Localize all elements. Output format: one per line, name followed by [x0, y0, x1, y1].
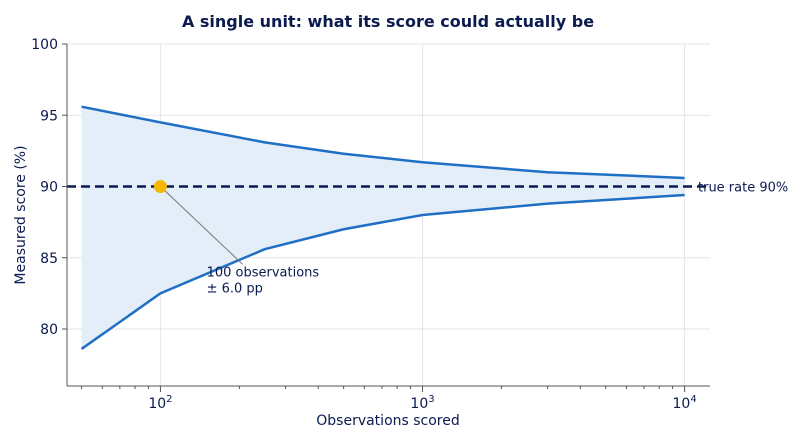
y-tick-label: 90	[40, 180, 58, 196]
y-axis-label: Measured score (%)	[13, 145, 29, 284]
chart-title: A single unit: what its score could actu…	[182, 12, 594, 31]
x-tick-label: 104	[673, 394, 697, 412]
annotation-leader-line	[160, 186, 243, 265]
y-tick-label: 100	[31, 37, 58, 53]
y-tick-label: 95	[40, 108, 58, 124]
y-tick-label: 85	[40, 251, 58, 267]
x-axis-label: Observations scored	[316, 413, 460, 429]
axes: 80 85 90 95 100 102 103 104	[31, 37, 710, 412]
lower-bound-line	[80, 193, 685, 350]
annotation-line-1: 100 observations	[207, 265, 320, 280]
highlight-point	[153, 180, 167, 193]
upper-bound-line	[81, 105, 685, 180]
x-tick-label: 103	[410, 394, 434, 412]
y-tick-label: 80	[40, 322, 58, 338]
uncertainty-band	[81, 106, 685, 349]
x-tick-label: 102	[148, 394, 172, 412]
annotation-text: 100 observations ± 6.0 pp	[207, 265, 324, 296]
annotation-line-2: ± 6.0 pp	[207, 281, 263, 296]
true-rate-label: true rate 90%	[698, 181, 788, 196]
